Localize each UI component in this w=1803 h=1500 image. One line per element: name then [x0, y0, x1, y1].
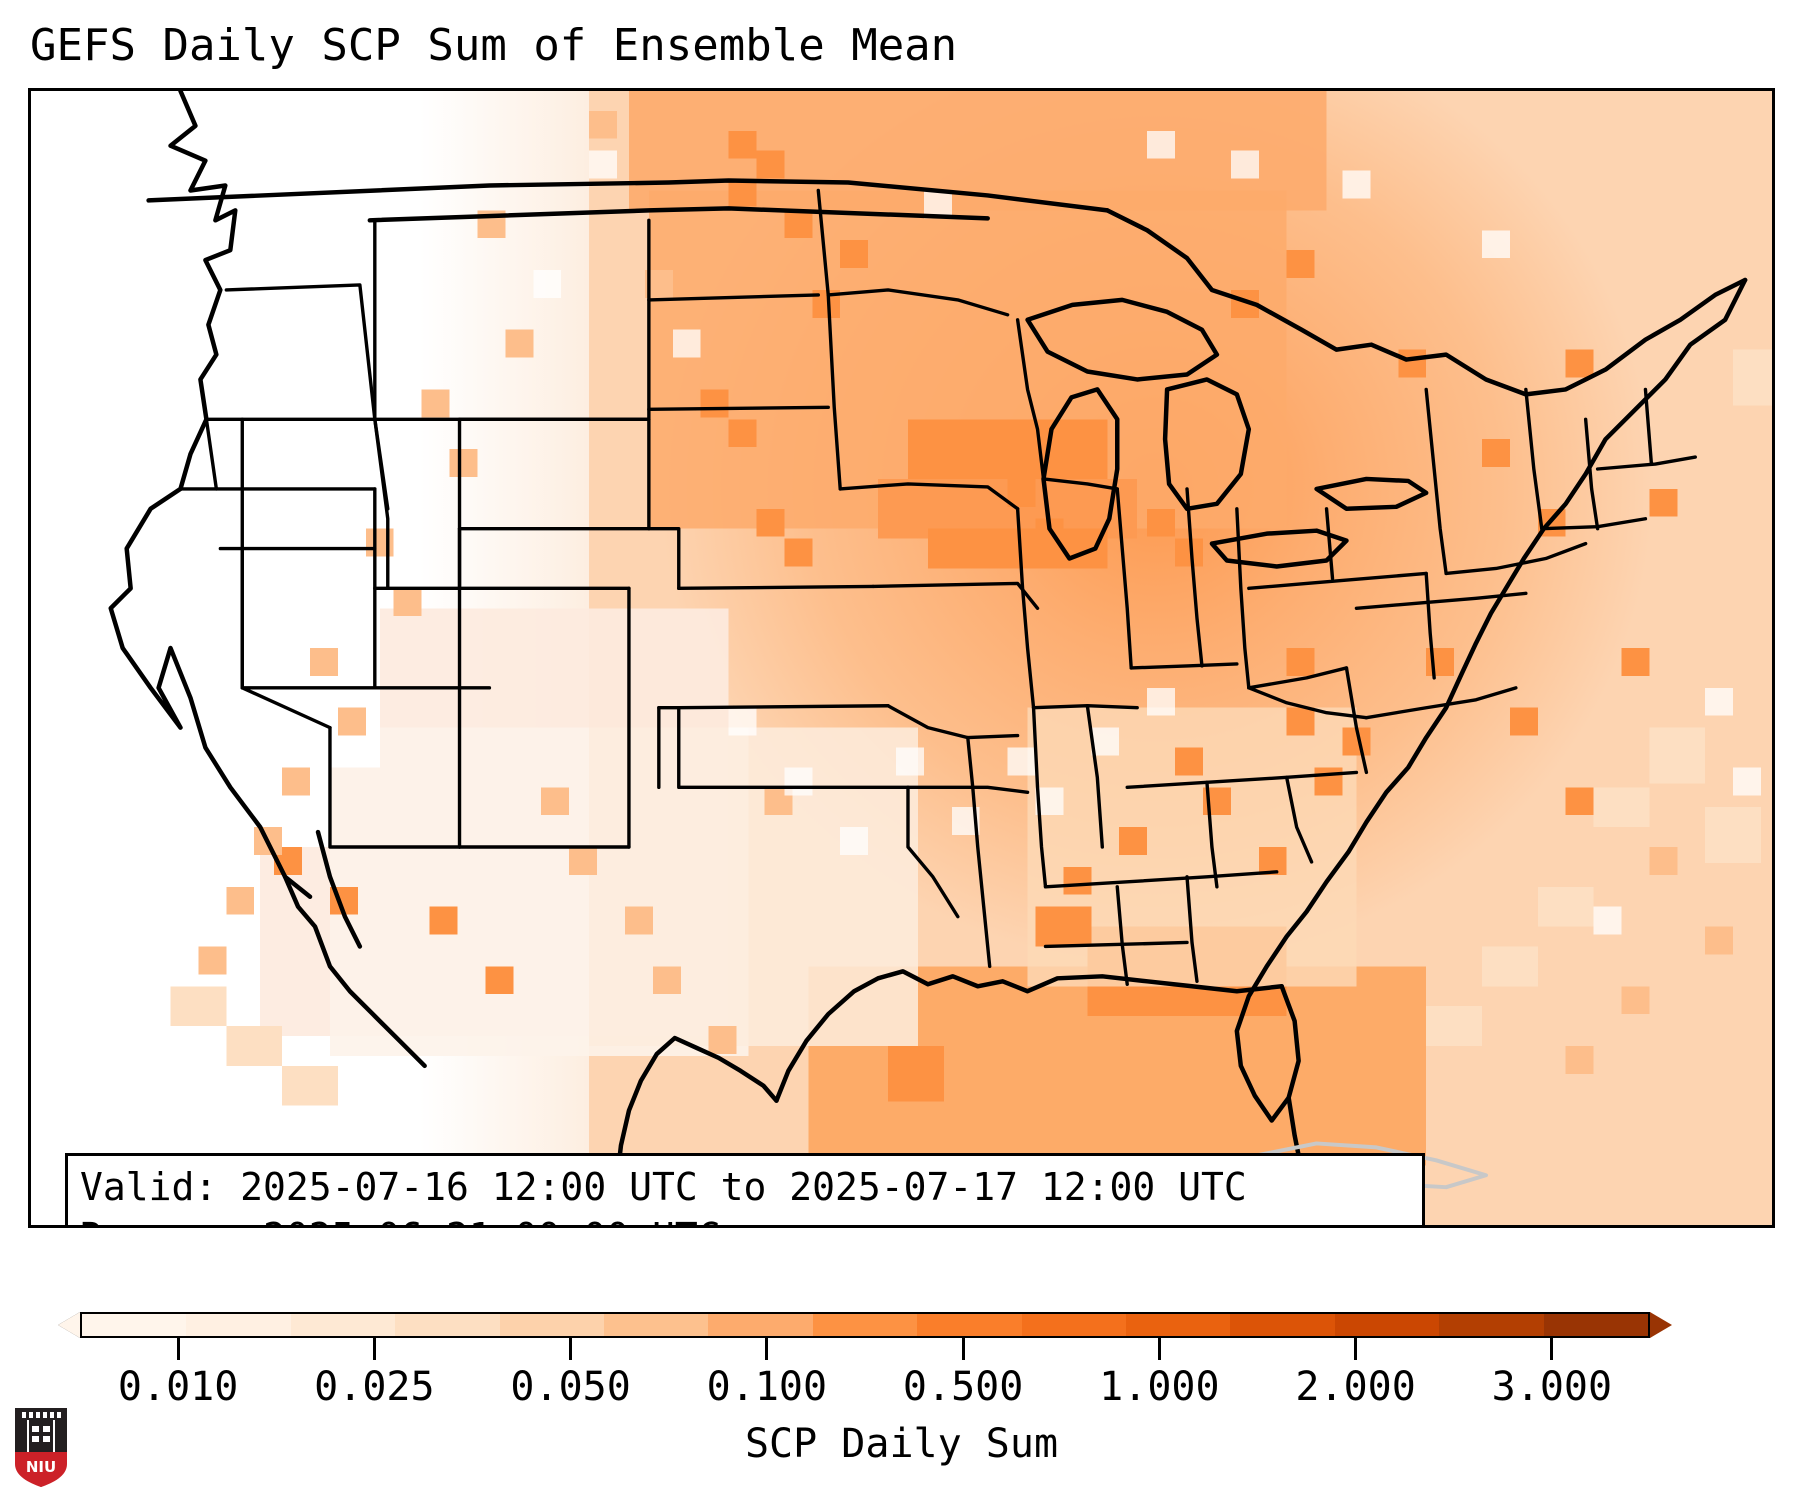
colorbar-swatch-14: [1543, 1314, 1649, 1336]
colorbar-tick-1.000: [1157, 1338, 1161, 1360]
map-boundaries-layer: [108, 91, 1748, 1208]
colorbar-swatch-0: [82, 1314, 187, 1336]
valid-time-text: Valid: 2025-07-16 12:00 UTC to 2025-07-1…: [80, 1165, 1247, 1209]
colorbar-tick-0.025: [372, 1338, 376, 1360]
annotation-box: Valid: 2025-07-16 12:00 UTC to 2025-07-1…: [65, 1153, 1425, 1225]
niu-logo-text: NIU: [26, 1458, 56, 1476]
colorbar-title: SCP Daily Sum: [744, 1421, 1059, 1467]
colorbar-swatch-13: [1439, 1314, 1544, 1336]
colorbar-tick-label-0.025: 0.025: [314, 1364, 435, 1410]
map-canvas: [31, 91, 1772, 1225]
niu-logo: NIU: [15, 1408, 67, 1487]
colorbar-tick-label-0.500: 0.500: [902, 1364, 1024, 1410]
colorbar-swatch-9: [1021, 1314, 1127, 1336]
colorbar-tick-3.000: [1550, 1338, 1554, 1360]
colorbar-tick-label-0.050: 0.050: [510, 1364, 631, 1410]
colorbar-tick-0.500: [961, 1338, 965, 1360]
colorbar-swatch-1: [186, 1314, 291, 1336]
colorbar-tick-2.000: [1354, 1338, 1358, 1360]
colorbar-tick-0.050: [569, 1338, 573, 1360]
colorbar-swatch-4: [499, 1314, 605, 1336]
colorbar-under-arrow: [58, 1312, 80, 1338]
colorbar-tick-label-0.100: 0.100: [706, 1364, 828, 1410]
colorbar-swatch-5: [604, 1314, 709, 1336]
colorbar-swatch-10: [1126, 1314, 1231, 1336]
colorbar-axes: [80, 1312, 1650, 1338]
colorbar: 0.010 0.025 0.050 0.100 0.500 1.000 2.000 3.000…: [0, 1310, 1803, 1500]
colorbar-swatch-2: [290, 1314, 396, 1336]
run-time-text: Run: 2025-06-21 00:00 UTC: [80, 1212, 1410, 1225]
colorbar-tick-label-3.000: 3.000: [1491, 1364, 1613, 1410]
colorbar-tick-label-2.000: 2.000: [1295, 1364, 1416, 1410]
colorbar-swatch-3: [395, 1314, 500, 1336]
colorbar-swatch-8: [917, 1314, 1022, 1336]
colorbar-tick-0.100: [765, 1338, 769, 1360]
colorbar-swatch-6: [708, 1314, 813, 1336]
colorbar-swatch-11: [1230, 1314, 1335, 1336]
colorbar-swatch-7: [812, 1314, 918, 1336]
colorbar-tick-label-1.000: 1.000: [1099, 1364, 1220, 1410]
map-axes: Valid: 2025-07-16 12:00 UTC to 2025-07-1…: [28, 88, 1775, 1228]
colorbar-over-arrow: [1650, 1312, 1672, 1338]
colorbar-tick-0.010: [176, 1338, 180, 1360]
colorbar-swatch-12: [1334, 1314, 1440, 1336]
colorbar-tick-label-0.010: 0.010: [117, 1364, 239, 1410]
page-title: GEFS Daily SCP Sum of Ensemble Mean: [30, 20, 958, 71]
colorbar-gradient: [82, 1314, 1649, 1336]
